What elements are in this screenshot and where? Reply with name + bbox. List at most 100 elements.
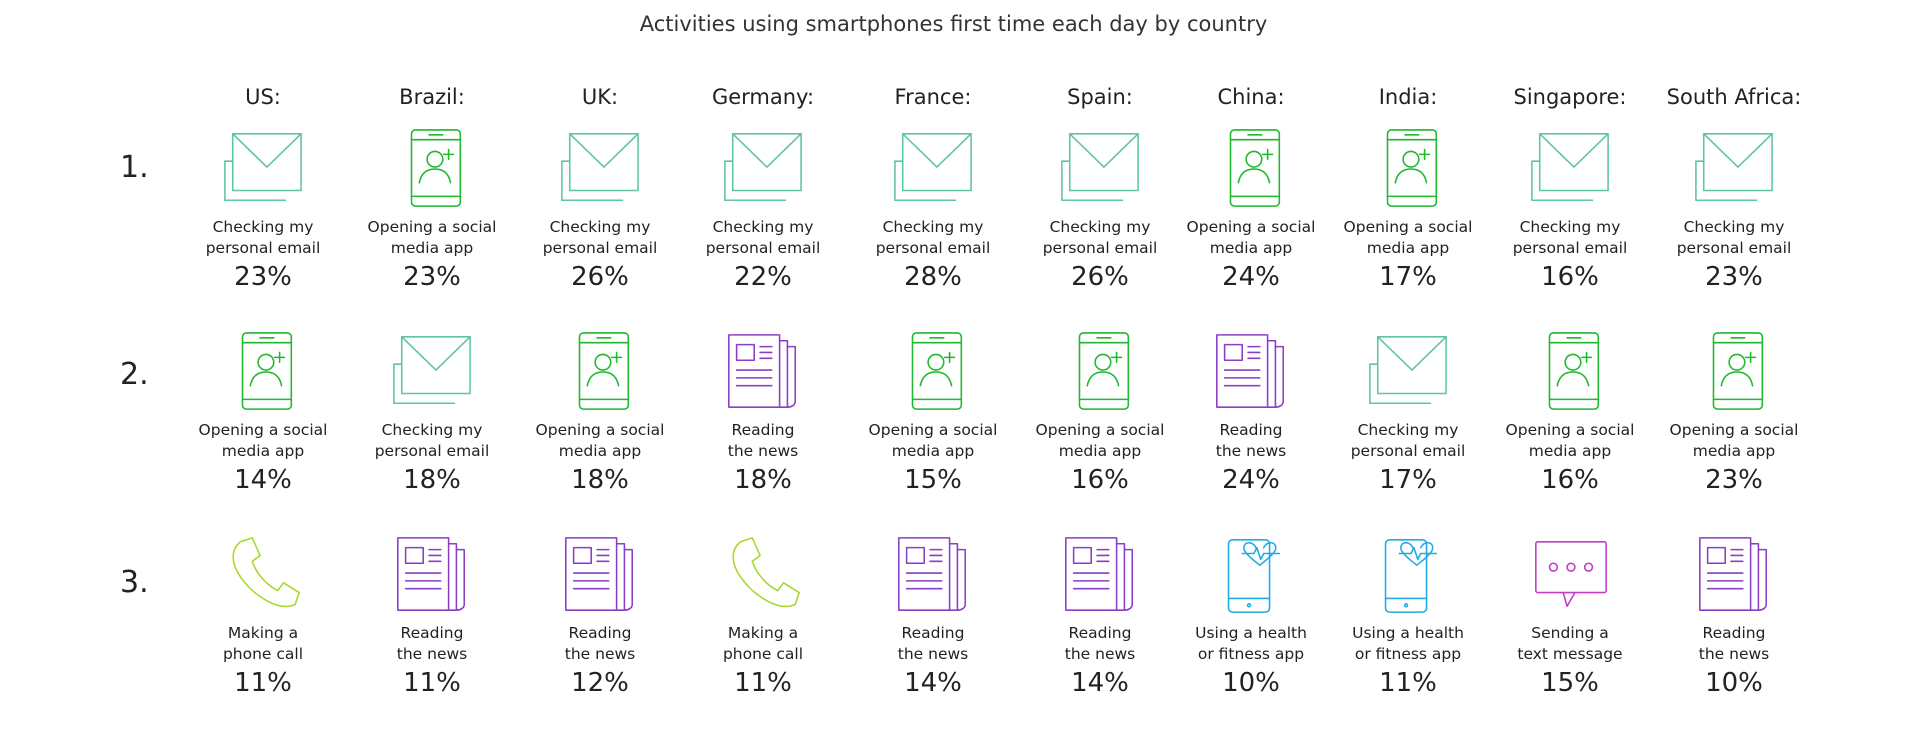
activity-percentage: 11% <box>734 668 792 698</box>
activity-percentage: 12% <box>571 668 629 698</box>
social-icon <box>1078 332 1130 410</box>
activity-cell: Opening a social media app 14% <box>183 330 343 530</box>
activity-label: Reading the news <box>897 624 969 663</box>
activity-cell: Reading the news 14% <box>1020 533 1180 733</box>
country-header: Brazil: <box>399 85 465 109</box>
country-header: South Africa: <box>1666 85 1802 109</box>
social-icon <box>911 332 963 410</box>
country-header: Spain: <box>1067 85 1133 109</box>
activity-percentage: 23% <box>403 262 461 292</box>
activity-percentage: 24% <box>1222 262 1280 292</box>
activity-cell: Opening a social media app 17% <box>1328 127 1488 327</box>
activity-percentage: 26% <box>571 262 629 292</box>
activity-cell: Reading the news 14% <box>853 533 1013 733</box>
activity-percentage: 18% <box>734 465 792 495</box>
chart-title: Activities using smartphones first time … <box>639 12 1268 36</box>
activity-cell: Making a phone call 11% <box>683 533 843 733</box>
text-icon <box>1535 541 1607 608</box>
activity-cell: Opening a social media app 23% <box>352 127 512 327</box>
email-icon <box>1061 133 1139 202</box>
activity-label: Using a health or fitness app <box>1195 624 1307 663</box>
country-header: Singapore: <box>1513 85 1627 109</box>
activity-label: Sending a text message <box>1517 624 1623 663</box>
activity-cell: Opening a social media app 16% <box>1020 330 1180 530</box>
news-icon <box>728 334 797 408</box>
activity-cell: Checking my personal email 28% <box>853 127 1013 327</box>
social-icon <box>1712 332 1764 410</box>
activity-cell: Checking my personal email 23% <box>1654 127 1814 327</box>
news-icon <box>397 537 466 611</box>
activity-label: Opening a social media app <box>1669 421 1799 460</box>
activity-label: Checking my personal email <box>205 218 321 257</box>
activity-percentage: 23% <box>234 262 292 292</box>
activity-percentage: 18% <box>571 465 629 495</box>
activity-label: Reading the news <box>1064 624 1136 663</box>
health-icon <box>1384 539 1438 613</box>
activity-label: Opening a social media app <box>535 421 665 460</box>
activity-cell: Reading the news 18% <box>683 330 843 530</box>
activity-percentage: 15% <box>1541 668 1599 698</box>
activity-percentage: 11% <box>234 668 292 698</box>
activity-percentage: 10% <box>1222 668 1280 698</box>
activity-label: Reading the news <box>1698 624 1770 663</box>
activity-label: Reading the news <box>1215 421 1287 460</box>
activity-label: Checking my personal email <box>542 218 658 257</box>
activity-cell: Opening a social media app 15% <box>853 330 1013 530</box>
email-icon <box>224 133 302 202</box>
activity-cell: Reading the news 10% <box>1654 533 1814 733</box>
country-header: China: <box>1217 85 1285 109</box>
activity-percentage: 15% <box>904 465 962 495</box>
activity-percentage: 26% <box>1071 262 1129 292</box>
activity-label: Reading the news <box>727 421 799 460</box>
social-icon <box>1548 332 1600 410</box>
rank-number: 1. <box>120 150 149 185</box>
rank-number: 3. <box>120 565 149 600</box>
activity-label: Opening a social media app <box>1035 421 1165 460</box>
activity-percentage: 17% <box>1379 465 1437 495</box>
email-icon <box>894 133 972 202</box>
email-icon <box>561 133 639 202</box>
country-header: France: <box>894 85 972 109</box>
social-icon <box>578 332 630 410</box>
email-icon <box>1369 336 1447 405</box>
activity-label: Checking my personal email <box>1042 218 1158 257</box>
activity-label: Opening a social media app <box>1505 421 1635 460</box>
phone-icon <box>232 537 300 608</box>
activity-percentage: 24% <box>1222 465 1280 495</box>
rank-number: 2. <box>120 357 149 392</box>
activity-percentage: 28% <box>904 262 962 292</box>
activity-cell: Sending a text message 15% <box>1490 533 1650 733</box>
activity-label: Checking my personal email <box>875 218 991 257</box>
activity-cell: Opening a social media app 24% <box>1171 127 1331 327</box>
health-icon <box>1227 539 1281 613</box>
activity-percentage: 11% <box>1379 668 1437 698</box>
news-icon <box>898 537 967 611</box>
activity-label: Using a health or fitness app <box>1352 624 1464 663</box>
activity-label: Opening a social media app <box>868 421 998 460</box>
activity-label: Opening a social media app <box>367 218 497 257</box>
activity-cell: Opening a social media app 18% <box>520 330 680 530</box>
email-icon <box>1695 133 1773 202</box>
activity-label: Opening a social media app <box>198 421 328 460</box>
email-icon <box>1531 133 1609 202</box>
activity-percentage: 11% <box>403 668 461 698</box>
activity-percentage: 10% <box>1705 668 1763 698</box>
news-icon <box>1699 537 1768 611</box>
activity-cell: Checking my personal email 26% <box>520 127 680 327</box>
activity-label: Checking my personal email <box>374 421 490 460</box>
activity-percentage: 16% <box>1541 262 1599 292</box>
activity-cell: Checking my personal email 18% <box>352 330 512 530</box>
activity-percentage: 14% <box>904 668 962 698</box>
activity-cell: Making a phone call 11% <box>183 533 343 733</box>
activity-label: Making a phone call <box>222 624 304 663</box>
country-header: Germany: <box>711 85 815 109</box>
news-icon <box>1216 334 1285 408</box>
country-header: India: <box>1378 85 1438 109</box>
country-header: US: <box>245 85 281 109</box>
activity-cell: Using a health or fitness app 10% <box>1171 533 1331 733</box>
activity-label: Reading the news <box>396 624 468 663</box>
country-header: UK: <box>581 85 619 109</box>
activity-label: Checking my personal email <box>1676 218 1792 257</box>
activity-percentage: 22% <box>734 262 792 292</box>
activity-cell: Reading the news 24% <box>1171 330 1331 530</box>
